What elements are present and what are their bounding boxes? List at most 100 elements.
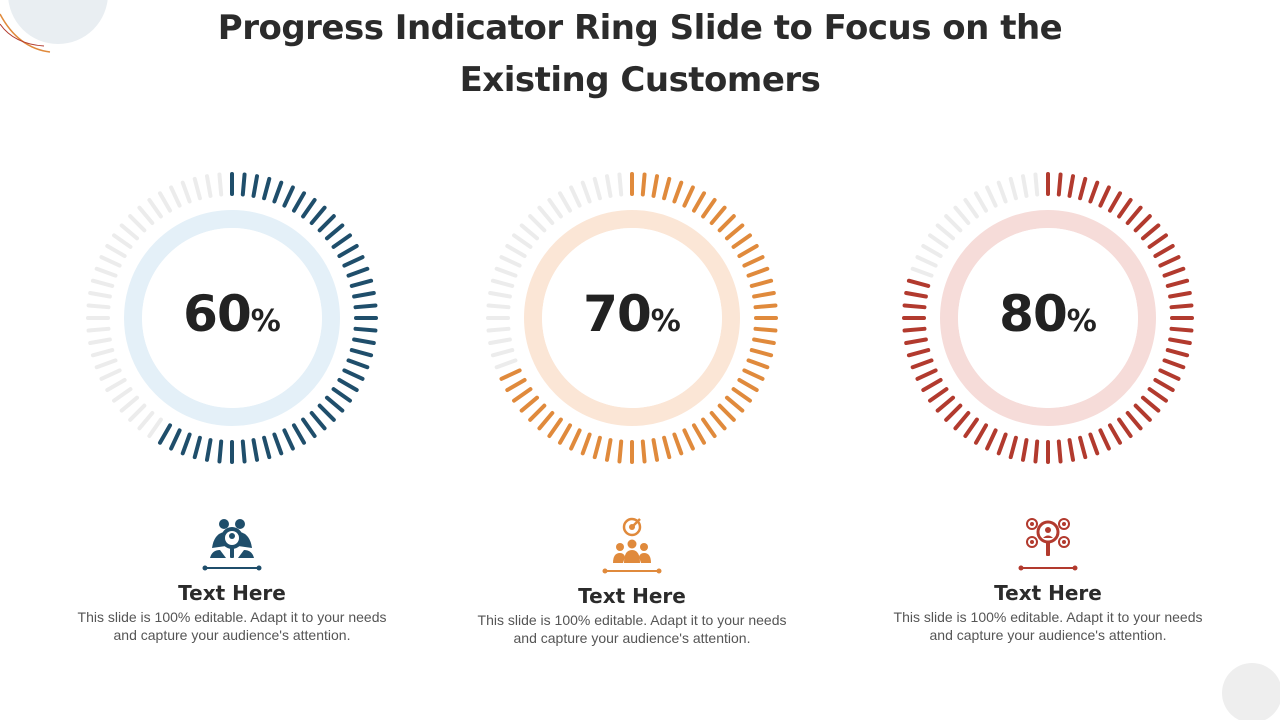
progress-tick-empty xyxy=(592,176,602,201)
progress-tick-filled xyxy=(724,223,745,241)
progress-tick-filled xyxy=(301,198,317,219)
progress-tick-filled xyxy=(1108,423,1122,445)
corner-decoration xyxy=(0,0,108,53)
progress-tick-empty xyxy=(88,290,112,299)
progress-tick-filled xyxy=(309,205,327,226)
progress-tick-filled xyxy=(1008,435,1018,460)
progress-tick-filled xyxy=(1153,244,1175,258)
progress-tick-filled xyxy=(240,439,247,464)
progress-tick-empty xyxy=(158,191,172,213)
progress-ring-core xyxy=(542,228,722,408)
progress-ring-band xyxy=(524,210,740,426)
progress-tick-filled xyxy=(331,387,352,403)
progress-tick-filled xyxy=(682,185,695,208)
progress-tick-empty xyxy=(1020,174,1029,198)
progress-tick-filled xyxy=(1098,185,1111,208)
progress-tick-filled xyxy=(192,435,202,460)
progress-ring-1-unit: % xyxy=(250,304,281,339)
progress-tick-empty xyxy=(137,205,155,226)
progress-tick-filled xyxy=(1140,223,1161,241)
progress-tick-empty xyxy=(512,233,533,249)
progress-tick-empty xyxy=(519,223,540,241)
corner-circle-decoration xyxy=(1222,663,1280,720)
progress-tick-filled xyxy=(240,172,247,197)
progress-tick-filled xyxy=(953,410,971,431)
progress-ring-2-value: 70% xyxy=(482,284,782,356)
info-card-3-title: Text Here xyxy=(994,581,1102,605)
progress-tick-filled xyxy=(204,438,213,462)
progress-tick-empty xyxy=(494,358,518,370)
progress-tick-empty xyxy=(147,198,163,219)
progress-tick-filled xyxy=(353,303,378,310)
progress-tick-filled xyxy=(349,278,374,288)
progress-tick-filled xyxy=(217,439,224,464)
progress-tick-filled xyxy=(324,395,345,413)
progress-tick-filled xyxy=(528,403,547,422)
progress-tick-filled xyxy=(1162,358,1186,370)
progress-tick-empty xyxy=(1008,176,1018,201)
progress-tick-filled xyxy=(906,348,931,358)
progress-tick-empty xyxy=(86,303,111,310)
progress-tick-empty xyxy=(494,266,518,278)
progress-tick-filled xyxy=(1125,205,1143,226)
info-card-2-icon-wrap xyxy=(467,517,797,577)
progress-tick-filled xyxy=(928,387,949,403)
progress-tick-filled xyxy=(935,395,956,413)
progress-tick-empty xyxy=(490,278,515,288)
progress-ring-2-number: 70 xyxy=(583,285,652,343)
progress-tick-filled xyxy=(904,337,928,346)
progress-tick-empty xyxy=(928,233,949,249)
progress-tick-filled xyxy=(346,266,370,278)
progress-tick-empty xyxy=(147,417,163,438)
progress-tick-filled xyxy=(262,435,272,460)
progress-tick-filled xyxy=(331,233,352,249)
progress-tick-filled xyxy=(272,180,284,204)
progress-tick-filled xyxy=(342,255,365,268)
progress-tick-empty xyxy=(90,348,115,358)
progress-tick-empty xyxy=(921,244,943,258)
progress-ring-1: 60% xyxy=(82,168,382,468)
info-card-1: Text Here This slide is 100% editable. A… xyxy=(67,514,397,644)
progress-tick-empty xyxy=(119,395,140,413)
progress-tick-filled xyxy=(672,432,684,456)
progress-tick-filled xyxy=(337,378,359,392)
progress-tick-filled xyxy=(904,290,928,299)
progress-tick-filled xyxy=(640,172,647,197)
progress-tick-filled xyxy=(1033,439,1040,464)
progress-tick-filled xyxy=(640,439,647,464)
progress-tick-filled xyxy=(569,428,582,451)
progress-tick-empty xyxy=(99,255,122,268)
progress-tick-filled xyxy=(251,174,260,198)
progress-tick-empty xyxy=(1033,172,1040,197)
progress-tick-filled xyxy=(301,417,317,438)
search-people-icon xyxy=(202,519,262,571)
progress-tick-filled xyxy=(317,214,336,233)
progress-tick-filled xyxy=(1067,174,1076,198)
progress-tick-filled xyxy=(1133,214,1152,233)
info-card-1-icon-wrap xyxy=(67,514,397,574)
progress-tick-filled xyxy=(1168,290,1192,299)
progress-tick-filled xyxy=(519,395,540,413)
progress-tick-filled xyxy=(746,358,770,370)
progress-tick-filled xyxy=(724,395,745,413)
progress-ring-3-number: 80 xyxy=(999,285,1068,343)
progress-tick-filled xyxy=(1108,191,1122,213)
progress-tick-empty xyxy=(617,172,624,197)
progress-tick-filled xyxy=(692,191,706,213)
progress-ring-1-number: 60 xyxy=(183,285,252,343)
progress-tick-filled xyxy=(749,348,774,358)
progress-tick-empty xyxy=(558,191,572,213)
progress-tick-filled xyxy=(1169,303,1194,310)
progress-tick-filled xyxy=(262,176,272,201)
progress-tick-filled xyxy=(651,438,660,462)
progress-tick-empty xyxy=(488,290,512,299)
target-team-icon xyxy=(602,517,662,574)
progress-tick-filled xyxy=(309,410,327,431)
progress-tick-filled xyxy=(537,410,555,431)
progress-tick-empty xyxy=(910,266,934,278)
progress-tick-filled xyxy=(731,387,752,403)
progress-tick-filled xyxy=(1117,417,1133,438)
progress-tick-filled xyxy=(1147,387,1168,403)
progress-tick-filled xyxy=(346,358,370,370)
